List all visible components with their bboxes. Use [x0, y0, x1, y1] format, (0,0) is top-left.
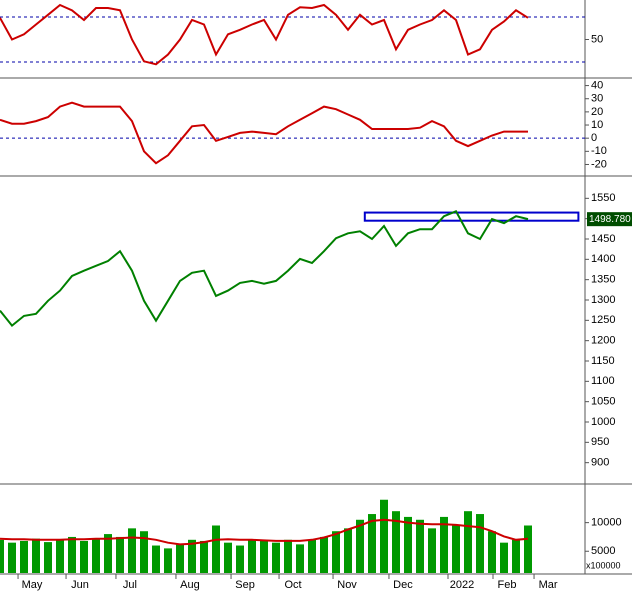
- volume-bar: [392, 511, 400, 573]
- x-tick-label: May: [22, 579, 43, 591]
- volume-bar: [272, 542, 280, 573]
- volume-bar: [140, 531, 148, 573]
- y-tick-label: 30: [591, 93, 603, 105]
- moving-average: [0, 518, 529, 546]
- y-tick-label: 1050: [591, 396, 615, 408]
- volume-bar: [0, 539, 4, 573]
- volume-bar: [320, 536, 328, 573]
- volume-bar: [68, 536, 76, 573]
- y-tick-label: 1200: [591, 335, 615, 347]
- y-tick-label: 50: [591, 33, 603, 45]
- volume-bar: [476, 514, 484, 573]
- x-tick-label: 2022: [450, 579, 474, 591]
- volume-bar: [488, 531, 496, 573]
- volume-bar: [440, 516, 448, 573]
- y-tick-label: 1400: [591, 253, 615, 265]
- volume-bar: [524, 525, 532, 573]
- volume-bar: [32, 538, 40, 573]
- volume-bar: [428, 528, 436, 573]
- x-tick-label: Dec: [393, 579, 413, 591]
- volume-bar: [80, 540, 88, 573]
- volume-bar: [212, 525, 220, 573]
- y-tick-label: 1350: [591, 274, 615, 286]
- x-tick-label: Sep: [235, 579, 255, 591]
- x-tick-label: Feb: [498, 579, 517, 591]
- y-tick-label: 900: [591, 457, 609, 469]
- volume-bar: [380, 499, 388, 573]
- x-tick-label: Mar: [539, 579, 558, 591]
- volume-bar: [308, 539, 316, 573]
- y-tick-label: 5000: [591, 545, 615, 557]
- volume-bar: [92, 538, 100, 573]
- volume-bar: [344, 528, 352, 573]
- volume-bar: [152, 545, 160, 573]
- volume-bar: [56, 539, 64, 573]
- volume-bar: [128, 528, 136, 573]
- volume-bar: [164, 548, 172, 573]
- y-tick-label: 1300: [591, 294, 615, 306]
- volume-bar: [104, 534, 112, 573]
- volume-bar: [8, 542, 16, 573]
- volume-bar: [284, 539, 292, 573]
- x-tick-label: Jun: [71, 579, 89, 591]
- y-tick-label: 1550: [591, 192, 615, 204]
- volume-bar: [188, 539, 196, 573]
- volume-bar: [248, 539, 256, 573]
- y-tick-label: 10000: [591, 517, 622, 529]
- volume-bar: [20, 540, 28, 573]
- y-tick-label: -20: [591, 158, 607, 170]
- volume-bar: [416, 519, 424, 573]
- volume-bar: [332, 531, 340, 573]
- y-tick-label: 10: [591, 119, 603, 131]
- volume-bar: [452, 525, 460, 573]
- last-price-label: 1498.780: [589, 214, 631, 225]
- y-tick-label: 20: [591, 106, 603, 118]
- volume-bar: [404, 516, 412, 573]
- x-tick-label: Jul: [123, 579, 137, 591]
- y-tick-label: 1150: [591, 355, 615, 367]
- volume-bar: [296, 544, 304, 573]
- volume-bar: [200, 540, 208, 573]
- volume-bar: [368, 514, 376, 573]
- y-tick-label: 1450: [591, 233, 615, 245]
- y-tick-label: 1250: [591, 314, 615, 326]
- x-tick-label: Nov: [337, 579, 357, 591]
- y-tick-label: 950: [591, 436, 609, 448]
- last-price-box: [587, 212, 632, 227]
- x-tick-label: Aug: [180, 579, 200, 591]
- y-tick-label: 1000: [591, 416, 615, 428]
- y-tick-label: 1100: [591, 375, 615, 387]
- volume-bar: [116, 536, 124, 573]
- volume-bar: [224, 542, 232, 573]
- volume-bar: [500, 542, 508, 573]
- data-line: [0, 210, 529, 328]
- y-tick-label: 0: [591, 132, 597, 144]
- unit-label: x100000: [586, 560, 621, 570]
- x-tick-label: Oct: [284, 579, 301, 591]
- volume-bar: [44, 542, 52, 573]
- volume-bar: [464, 511, 472, 573]
- data-line: [0, 101, 528, 165]
- volume-bar: [176, 544, 184, 573]
- volume-bar: [260, 540, 268, 573]
- data-line: [0, 3, 529, 66]
- y-tick-label: -10: [591, 145, 607, 157]
- volume-bar: [356, 519, 364, 573]
- volume-bar: [236, 545, 244, 573]
- y-tick-label: 40: [591, 79, 603, 91]
- volume-bar: [512, 539, 520, 573]
- resistance-zone: [363, 211, 580, 222]
